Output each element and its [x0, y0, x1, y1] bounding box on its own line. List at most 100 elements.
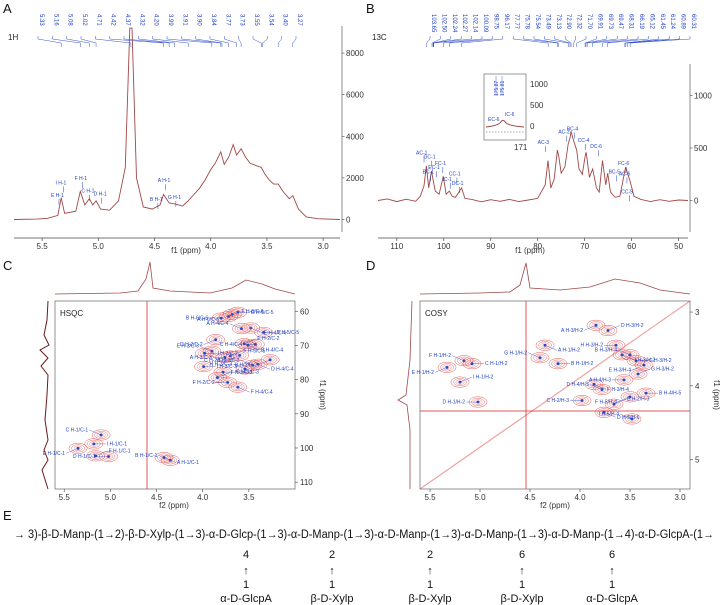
- branch-arrow: ↑: [609, 565, 615, 577]
- contour-ring: [453, 378, 467, 387]
- cross-peak-label: G H-5/C-5: [251, 310, 274, 316]
- panel-letter-c: C: [3, 258, 12, 273]
- label-leader: [95, 450, 108, 457]
- contour-ring: [219, 310, 238, 322]
- peak-value: 73.49: [544, 14, 550, 30]
- cross-peak-label: C H-3/H-2: [649, 358, 672, 364]
- x-tick-label: 4.5: [149, 242, 161, 251]
- peak-value: 96.17: [503, 14, 509, 30]
- peak-assignment: BC-4: [567, 126, 579, 132]
- peak-assignment: BC-1: [423, 169, 435, 175]
- x-axis: 110 100 90 80 70 60 50: [378, 237, 688, 251]
- y-axis: 0 2000 4000 6000 8000: [341, 26, 364, 232]
- label-leader: [617, 349, 631, 355]
- contour-ring: [625, 394, 635, 400]
- peak-value: 5.02: [81, 14, 87, 26]
- contour-ring: [235, 352, 245, 358]
- contour-ring: [238, 339, 258, 351]
- contour-ring: [91, 453, 101, 459]
- inset-line: [485, 120, 525, 128]
- diagonal: [419, 300, 691, 490]
- peak-value: 69.91: [596, 14, 602, 30]
- cross-peak: [535, 339, 555, 351]
- peak-value: 4.71: [95, 14, 101, 26]
- peak-value: 102.24: [451, 14, 457, 33]
- peak-value: 102.14: [472, 14, 478, 33]
- f1-projection-13c: [39, 300, 50, 490]
- peak-value: 102.50: [440, 14, 446, 33]
- contour-ring: [207, 348, 217, 354]
- assignment-labels: C H-1/C-1 I H-1/C-1 E H-1/C-1 F H-1/C-1 D H-…: [43, 309, 299, 466]
- label-leader: [637, 368, 651, 375]
- peak-leader: [152, 36, 189, 47]
- x-tick-label: 60: [627, 242, 636, 251]
- peak-value: 71.70: [586, 14, 592, 30]
- cross-peak: [68, 442, 88, 454]
- peak-leader: [80, 36, 97, 47]
- peak-value: 3.84: [210, 14, 216, 26]
- cross-peak: [598, 324, 618, 336]
- peak-leader: [66, 36, 90, 47]
- peak-labels: AC-1GC-1 EC-1FC-1BC-1 CC-1IC-1DC-1 AC-3 AC-2…: [416, 126, 633, 202]
- peak-value: 3.73: [239, 14, 245, 26]
- contour-ring: [227, 311, 237, 317]
- x-axis-title: f1 (ppm): [515, 246, 545, 255]
- peak-assignment: CC-1: [449, 172, 461, 178]
- peak-leader: [195, 36, 223, 47]
- peak-leader: [592, 36, 628, 47]
- cross-peak: [437, 361, 457, 373]
- peak-assignment: FC-1: [435, 161, 446, 167]
- contour-ring: [623, 350, 637, 359]
- contour-ring: [615, 350, 629, 359]
- cross-peak-label: I H-5/H-4: [599, 411, 620, 417]
- label-leader: [228, 311, 241, 317]
- backbone-sequence: → 3)-β-D-Manp-(1→2)-β-D-Xylp-(1→3)-α-D-G…: [14, 529, 714, 541]
- y-tick-label: 3: [695, 308, 700, 317]
- cross-peak-label: F H-6/C-6: [242, 309, 264, 315]
- branch-arrow: ↑: [243, 565, 249, 577]
- branch-unit: α-D-GlcpA: [220, 593, 272, 605]
- peak-assignment: DC-1: [452, 181, 464, 187]
- peak-leader: [627, 36, 680, 47]
- peak-leader: [52, 36, 81, 47]
- peak-leader: [512, 36, 549, 47]
- contour-ring: [450, 376, 470, 388]
- x-tick-label: 70: [580, 242, 589, 251]
- y-tick-label: 5: [695, 456, 700, 465]
- contour-ring: [221, 312, 236, 321]
- contour-ring: [161, 454, 180, 466]
- cross-peak-label: E H-2/C-2: [257, 336, 279, 342]
- panel-a-1h-spectrum: 1H 5.33 5.16 5.08 5.02 4.71 4.42 4.37 4.32 4.20 3…: [8, 14, 364, 255]
- cross-peak-label: D H-3/H-2: [621, 323, 644, 329]
- cross-peak-label: I H-1/C-1: [107, 441, 128, 447]
- peak-value: 102.27: [461, 14, 467, 33]
- plot-frame: [54, 300, 296, 490]
- cross-peak: [243, 359, 262, 371]
- cross-peak-label: F H-5/C-5: [243, 349, 265, 355]
- y-axis: 0 500 1000: [689, 64, 712, 232]
- peak-leader: [432, 36, 462, 47]
- label-leader: [589, 384, 603, 390]
- contour-ring: [213, 374, 222, 381]
- y-tick-label: 80: [300, 376, 309, 385]
- cross-peak-label: A H-4/H-3: [589, 377, 611, 383]
- peak-leader: [624, 36, 660, 47]
- cross-peak-label: E H-1/C-1: [43, 451, 65, 457]
- contour-ring: [232, 323, 251, 335]
- peak-leader: [37, 36, 62, 47]
- cross-peak-label: F H-5/H-4: [595, 399, 617, 405]
- x-tick-label: 3.0: [318, 242, 330, 251]
- peak-value: 5.16: [52, 14, 58, 26]
- x-tick-label: 50: [674, 242, 683, 251]
- spectrum-name: 13C: [372, 33, 387, 42]
- y-tick-label: 70: [300, 341, 309, 350]
- peak-value: 4.42: [110, 14, 116, 26]
- cross-peak-label: D H-4/H-5: [566, 382, 589, 388]
- peak-assignment: C H-1: [81, 189, 94, 195]
- peak-leader: [238, 36, 242, 47]
- cross-peak-label: G H-3/H-2: [651, 366, 674, 372]
- label-leader: [240, 360, 253, 366]
- cross-peak-label: H H-3/C-3: [210, 362, 233, 368]
- label-leader: [459, 376, 473, 383]
- branch-position: 4: [243, 549, 249, 561]
